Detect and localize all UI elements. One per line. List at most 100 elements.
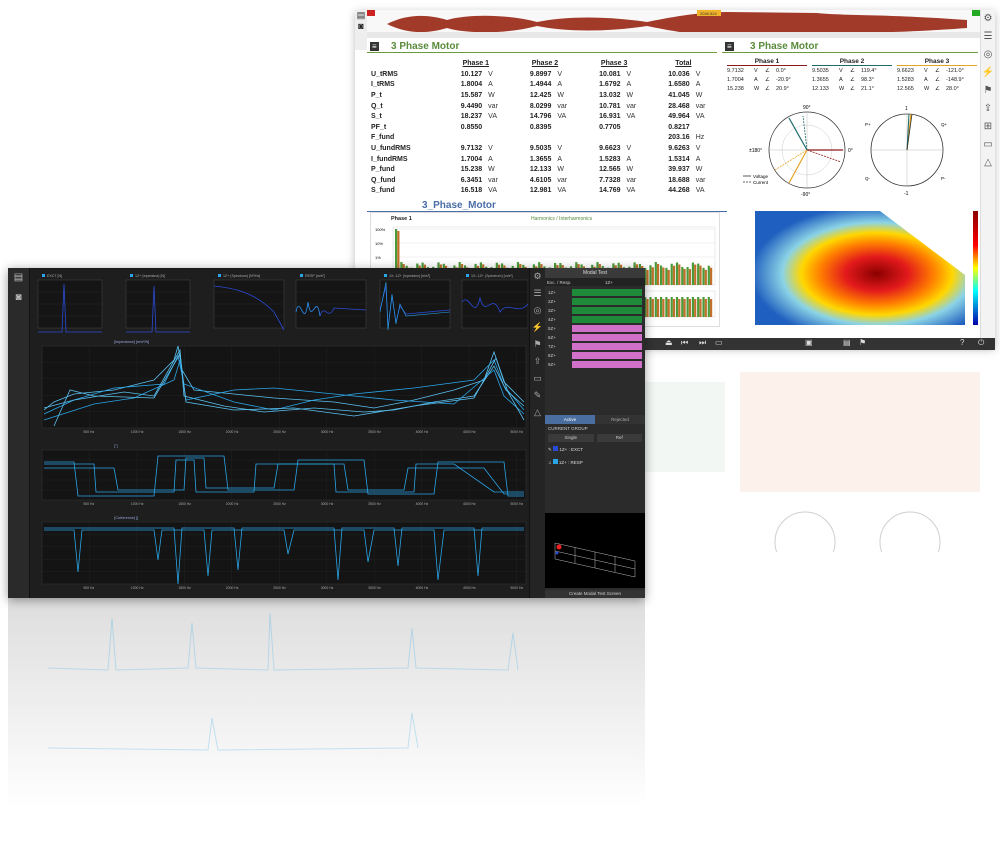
layout-icon[interactable]: ▤	[356, 10, 366, 20]
phasor-cell: 1.7004	[727, 77, 744, 83]
network-icon[interactable]: ⊞	[983, 121, 993, 132]
modal-row[interactable]: 5Z+	[548, 324, 642, 332]
triangle-icon[interactable]: △	[534, 407, 541, 417]
sync-icon[interactable]: ◎	[533, 305, 542, 315]
power-table: Phase 1 Phase 2 Phase 3 Total U_tRMS 10.1…	[368, 58, 718, 196]
harmonic-bar-2	[675, 297, 679, 317]
ref-button[interactable]: Ref	[596, 434, 642, 442]
bolt-icon[interactable]: ⚡	[531, 322, 544, 332]
cell-u2: var	[557, 102, 568, 110]
modal-row-label: 5Z+	[548, 325, 556, 331]
x-tick-label: 2500 Hz	[273, 586, 286, 590]
list-icon[interactable]: ☰	[533, 288, 542, 298]
x-tick-label: 1500 Hz	[178, 502, 191, 506]
row-label: F_fund	[371, 134, 395, 142]
tab-active[interactable]: Active	[545, 415, 595, 424]
modal-row-cell[interactable]	[572, 342, 642, 350]
x-tick-label: 2500 Hz	[273, 430, 286, 434]
cell-u3: VA	[626, 187, 636, 195]
coherence-trace	[44, 527, 524, 585]
modal-row[interactable]: 8Z+	[548, 351, 642, 359]
modal-row-cell[interactable]	[572, 324, 642, 332]
left-mini-toolbar: ▤ ◙	[355, 10, 367, 50]
modal-row[interactable]: 4Z+	[548, 315, 642, 323]
create-modal-screen-button[interactable]: Create Modal Test Screen	[545, 590, 645, 598]
modal-row-cell[interactable]	[572, 351, 642, 359]
modal-row[interactable]: 7Z+	[548, 342, 642, 350]
cell-u1: var	[488, 176, 498, 184]
modal-row-cell[interactable]	[572, 288, 642, 296]
harmonic-bar-2	[670, 297, 673, 317]
x-tick-label: 4000 Hz	[416, 586, 429, 590]
recording-overview[interactable]: 2046.524	[367, 10, 980, 38]
structure-3d-view[interactable]	[545, 513, 645, 588]
modal-row[interactable]: 6Z+	[548, 333, 642, 341]
table-row: Q_fund 6.3451 var 4.6105 var 7.7328 var 18.688 v…	[368, 175, 718, 186]
cell-u2: V	[557, 144, 563, 152]
help-icon[interactable]: ?	[960, 338, 965, 347]
modal-row[interactable]: 9Z+	[548, 360, 642, 368]
image-icon[interactable]: ▭	[533, 373, 542, 383]
section3-title: 3_Phase_Motor	[422, 200, 496, 211]
snapshot-icon[interactable]: ◙	[358, 21, 364, 31]
single-button[interactable]: Single	[548, 434, 594, 442]
layout-icon[interactable]: ▤	[13, 272, 24, 283]
phasor-cell: ∠	[850, 68, 855, 74]
modal-row-cell[interactable]	[572, 360, 642, 368]
sync-icon[interactable]: ◎	[983, 49, 993, 60]
modal-row-cell[interactable]	[572, 333, 642, 341]
flag-icon[interactable]: ⚑	[983, 85, 993, 96]
eject-icon[interactable]: ⏏	[665, 338, 673, 347]
save-icon[interactable]: ▣	[805, 338, 813, 347]
harmonic-bar	[649, 265, 652, 285]
section-menu-icon[interactable]: ≡	[725, 42, 734, 51]
back-reflection	[645, 352, 995, 573]
modal-row-cell[interactable]	[572, 297, 642, 305]
phasor-cell: A	[754, 77, 758, 83]
cell-p2: 12.133	[529, 166, 552, 174]
modal-row-cell[interactable]	[572, 315, 642, 323]
rewind-icon[interactable]: ⏮	[681, 338, 689, 347]
x-tick-label: 1000 Hz	[131, 586, 144, 590]
phasor-cell: 9.6623	[897, 68, 914, 74]
phasor-cell: V	[924, 68, 928, 74]
list-icon[interactable]: ☰	[983, 31, 993, 42]
flag-icon[interactable]: ⚑	[859, 338, 867, 347]
probe-icon[interactable]: ✎	[533, 390, 542, 400]
cell-p3: 16.931	[599, 113, 621, 121]
interharmonic-bar-2	[657, 299, 660, 317]
modal-test-panel: Modal Test Exc. / Resp. 1Z+ 1Z+ 2Z+ 3Z+ 4Z+…	[545, 268, 645, 598]
table-row: PF_t 0.8550 0.8395 0.7705 0.8217	[368, 122, 718, 133]
forward-icon[interactable]: ⏭	[699, 338, 707, 347]
modal-row[interactable]: 2Z+	[548, 297, 642, 305]
cell-u1: VA	[488, 187, 497, 195]
modal-row[interactable]: 3Z+	[548, 306, 642, 314]
harmonic-bar-2	[660, 297, 663, 317]
modal-row[interactable]: 1Z+	[548, 288, 642, 296]
cell-u3: VA	[626, 113, 636, 121]
modal-row-cell[interactable]	[572, 306, 642, 314]
tab-rejected[interactable]: Rejected	[595, 415, 645, 424]
gear-icon[interactable]: ⚙	[533, 271, 542, 281]
section-menu-icon[interactable]: ≡	[370, 42, 379, 51]
phasor-cell: ∠	[765, 86, 770, 92]
power-icon[interactable]: ⏻	[978, 338, 985, 347]
cell-p1: 18.237	[460, 113, 483, 121]
triangle-icon[interactable]: △	[984, 157, 992, 168]
cell-u1: W	[488, 91, 495, 99]
phasor-row: 1.5283 A ∠ -148.9°	[897, 77, 977, 86]
harmonics-phase-label: Phase 1	[391, 216, 412, 222]
export-icon[interactable]: ⇪	[533, 356, 542, 366]
overview-time-label: 2046.524	[700, 11, 717, 16]
export-icon[interactable]: ⇪	[983, 103, 993, 114]
bolt-icon[interactable]: ⚡	[981, 67, 995, 78]
open-folder-icon[interactable]: ▭	[715, 338, 723, 347]
cell-ut: var	[695, 102, 706, 110]
gear-icon[interactable]: ⚙	[983, 13, 993, 24]
flag-icon[interactable]: ⚑	[533, 339, 542, 349]
print-icon[interactable]: ▤	[843, 338, 851, 347]
snapshot-icon[interactable]: ◙	[15, 292, 22, 303]
harmonic-bar-2	[686, 297, 689, 317]
car-icon[interactable]: ▭	[983, 139, 993, 150]
cell-p3	[580, 133, 624, 144]
